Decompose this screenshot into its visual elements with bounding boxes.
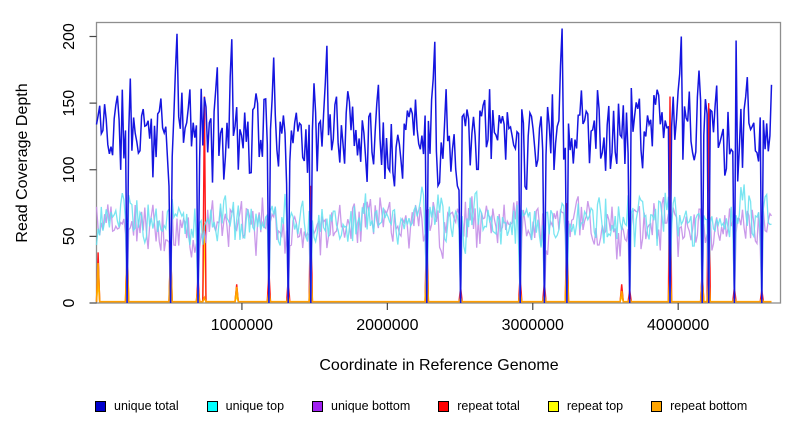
- repeat-total-swatch-icon: [438, 400, 450, 412]
- legend-item-unique-top: unique top: [206, 399, 285, 413]
- legend-item-repeat-total: repeat total: [438, 399, 520, 413]
- y-tick-label: 100: [61, 156, 78, 183]
- y-tick-label: 200: [61, 23, 78, 50]
- legend-item-unique-bottom: unique bottom: [312, 399, 410, 413]
- y-axis-title: Read Coverage Depth: [14, 83, 31, 242]
- legend-label: unique total: [114, 399, 179, 413]
- series-line-unique-total: [95, 28, 773, 304]
- unique-total-swatch-icon: [95, 400, 106, 412]
- repeat-bottom-swatch-icon: [651, 400, 663, 412]
- legend-item-repeat-bottom: repeat bottom: [651, 399, 747, 413]
- x-tick-label: 2000000: [356, 317, 418, 334]
- legend-label: unique bottom: [331, 399, 411, 413]
- series-line-unique-bottom: [95, 196, 773, 304]
- x-tick-label: 3000000: [502, 317, 564, 334]
- y-tick-label: 0: [61, 298, 78, 307]
- legend-label: repeat bottom: [670, 399, 748, 413]
- legend-item-unique-total: unique total: [95, 399, 179, 413]
- unique-bottom-swatch-icon: [312, 400, 324, 412]
- plot-box: [95, 21, 782, 304]
- y-tick-label: 150: [61, 90, 78, 117]
- series-line-repeat-bottom: [95, 244, 772, 303]
- unique-top-swatch-icon: [206, 400, 218, 412]
- legend-label: unique top: [225, 399, 285, 413]
- x-tick-label: 4000000: [647, 317, 709, 334]
- legend-label: repeat total: [457, 399, 520, 413]
- legend-item-repeat-top: repeat top: [547, 399, 624, 413]
- legend: unique total unique top unique bottom re…: [0, 394, 792, 418]
- x-tick-label: 1000000: [211, 317, 273, 334]
- legend-label: repeat top: [566, 399, 624, 413]
- y-tick-label: 50: [61, 227, 78, 245]
- x-axis-title: Coordinate in Reference Genome: [319, 357, 558, 374]
- repeat-top-swatch-icon: [547, 400, 559, 412]
- series-line-unique-top: [95, 184, 772, 304]
